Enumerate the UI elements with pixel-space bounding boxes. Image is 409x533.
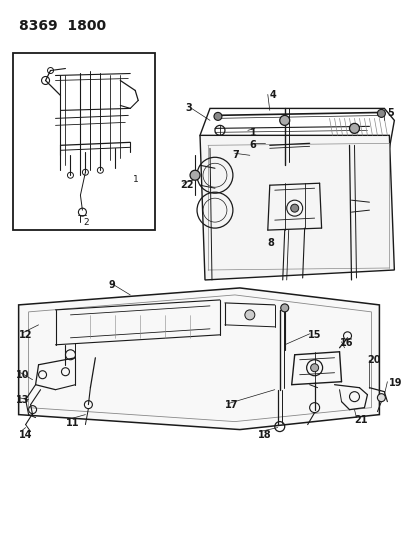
Circle shape xyxy=(348,123,359,133)
Text: 7: 7 xyxy=(231,150,238,160)
Text: 8: 8 xyxy=(267,238,274,248)
Polygon shape xyxy=(200,135,393,280)
Text: 6: 6 xyxy=(249,140,256,150)
Circle shape xyxy=(290,204,298,212)
Text: 1: 1 xyxy=(249,128,256,139)
Circle shape xyxy=(213,112,221,120)
Text: 21: 21 xyxy=(354,415,367,425)
Circle shape xyxy=(244,310,254,320)
Circle shape xyxy=(377,109,384,117)
Text: 12: 12 xyxy=(18,330,32,340)
Circle shape xyxy=(377,394,384,402)
Text: 16: 16 xyxy=(339,338,352,348)
Text: 17: 17 xyxy=(225,400,238,410)
Circle shape xyxy=(310,364,318,372)
Bar xyxy=(13,53,155,230)
Circle shape xyxy=(279,116,289,125)
Text: 5: 5 xyxy=(387,108,393,118)
Text: 22: 22 xyxy=(180,180,193,190)
Text: 4: 4 xyxy=(269,91,276,100)
Text: 19: 19 xyxy=(389,378,402,387)
Circle shape xyxy=(280,304,288,312)
Polygon shape xyxy=(18,288,378,430)
Circle shape xyxy=(190,170,200,180)
Text: 13: 13 xyxy=(16,394,29,405)
Text: 18: 18 xyxy=(257,430,271,440)
Text: 8369  1800: 8369 1800 xyxy=(18,19,106,33)
Text: 3: 3 xyxy=(184,103,191,114)
Text: 15: 15 xyxy=(307,330,320,340)
Text: 2: 2 xyxy=(83,218,89,227)
Text: 20: 20 xyxy=(366,355,380,365)
Text: 1: 1 xyxy=(133,175,139,184)
Text: 10: 10 xyxy=(16,370,29,379)
Text: 11: 11 xyxy=(65,417,79,427)
Text: 14: 14 xyxy=(18,430,32,440)
Text: 9: 9 xyxy=(108,280,115,290)
